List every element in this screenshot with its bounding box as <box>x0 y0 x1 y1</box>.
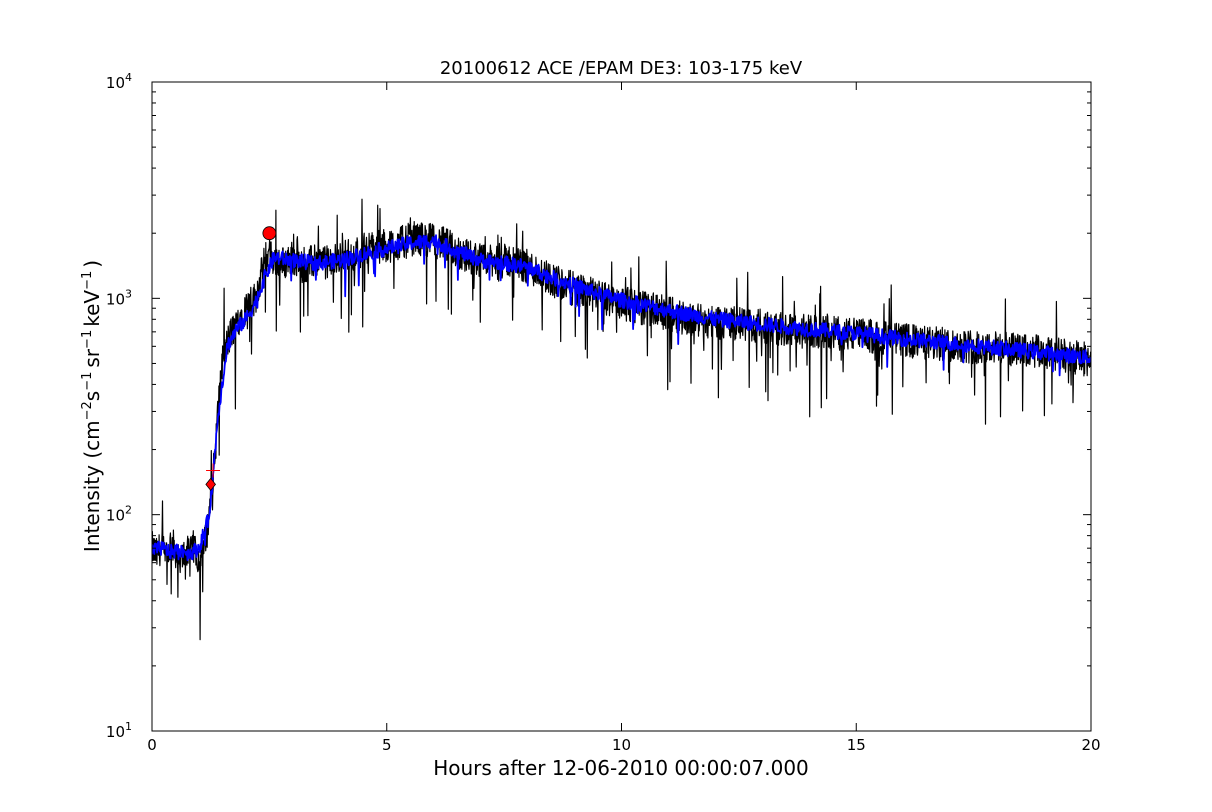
y-tick-label: 102 <box>106 504 132 525</box>
series-line-black <box>152 198 1091 641</box>
x-tick-label: 10 <box>612 736 631 754</box>
plot-frame <box>151 81 1092 732</box>
y-tick-label: 104 <box>106 71 132 92</box>
x-tick-label: 5 <box>382 736 392 754</box>
y-tick-label: 103 <box>106 287 132 308</box>
x-tick-label: 15 <box>847 736 866 754</box>
plot-area: 0 5 10 15 20 101 102 103 104 <box>106 71 1101 754</box>
chart-title: 20100612 ACE /EPAM DE3: 103-175 keV <box>440 58 803 79</box>
series-line-blue <box>152 234 1091 562</box>
y-tick-label: 101 <box>106 720 132 741</box>
onset-marker <box>205 477 216 492</box>
y-axis-label: Intensity (cm−2s−1sr−1keV−1) <box>80 260 104 552</box>
onset-cross-marker <box>206 463 221 478</box>
peak-marker <box>262 226 277 241</box>
x-tick-label: 20 <box>1081 736 1100 754</box>
x-axis-label: Hours after 12-06-2010 00:00:07.000 <box>433 756 809 780</box>
x-tick-label: 0 <box>147 736 157 754</box>
